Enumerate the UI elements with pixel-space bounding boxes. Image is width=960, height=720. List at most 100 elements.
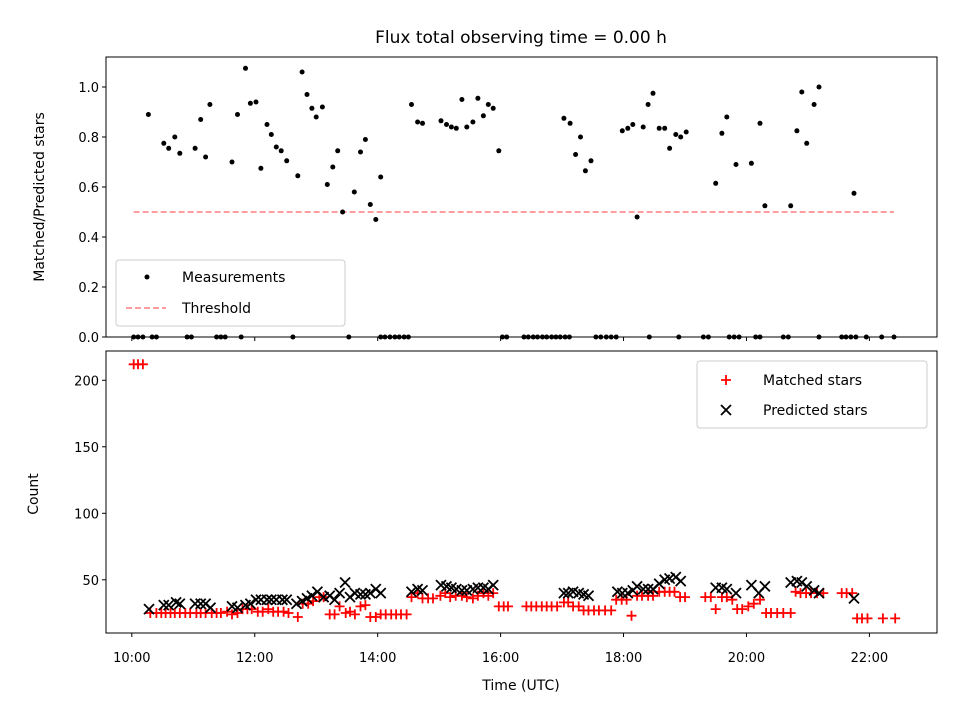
measurement-point bbox=[453, 125, 459, 131]
predicted-star-point bbox=[848, 592, 860, 605]
measurement-point bbox=[762, 203, 768, 209]
matched-star-point bbox=[680, 592, 690, 603]
threshold-legend-label: Threshold bbox=[181, 301, 251, 317]
predicted-star-point bbox=[456, 584, 468, 597]
count-y-tick-label: 150 bbox=[74, 441, 99, 456]
measurement-point bbox=[235, 112, 240, 117]
predicted-star-point bbox=[158, 599, 170, 611]
ratio-y-tick-label: 0.6 bbox=[78, 181, 99, 196]
ratio-plot-frame bbox=[105, 56, 938, 338]
measurement-point bbox=[313, 114, 319, 120]
measurement-point bbox=[319, 104, 325, 110]
measurement-point bbox=[309, 105, 315, 111]
ratio-y-ticks: 0.0 0.2 0.4 0.6 0.8 1.0 bbox=[78, 81, 106, 346]
measurement-point bbox=[145, 112, 151, 117]
matched-star-point bbox=[283, 608, 294, 618]
matched-stars-legend-label: Matched stars bbox=[763, 373, 862, 389]
measurement-point bbox=[415, 119, 421, 125]
measurement-point bbox=[757, 120, 763, 126]
count-marks bbox=[128, 359, 901, 624]
predicted-star-point bbox=[813, 587, 825, 599]
matched-star-point bbox=[626, 610, 637, 621]
measurement-point bbox=[683, 129, 689, 135]
matched-star-point bbox=[227, 609, 237, 620]
measurement-point bbox=[490, 105, 496, 111]
matched-star-point bbox=[456, 590, 467, 601]
measurement-point bbox=[420, 120, 425, 126]
matched-star-point bbox=[785, 608, 796, 618]
measurement-point bbox=[811, 102, 817, 107]
measurement-point bbox=[794, 128, 800, 134]
ratio-y-tick-label: 1.0 bbox=[78, 81, 99, 96]
measurement-point bbox=[340, 209, 346, 215]
matched-star-point bbox=[360, 600, 371, 611]
predicted-star-point bbox=[405, 586, 418, 598]
matched-star-point bbox=[669, 586, 680, 597]
measurement-point bbox=[198, 117, 204, 122]
ratio-legend: Measurements Threshold bbox=[115, 259, 346, 327]
count-legend-box bbox=[696, 360, 928, 429]
measurement-point bbox=[459, 97, 465, 102]
predicted-star-point bbox=[261, 594, 273, 606]
matched-star-point bbox=[349, 609, 360, 620]
measurement-point bbox=[619, 128, 625, 134]
measurement-point bbox=[470, 119, 476, 125]
measurement-point bbox=[264, 122, 270, 127]
matched-star-point bbox=[406, 592, 417, 603]
matched-star-point bbox=[257, 606, 268, 617]
measurement-point bbox=[362, 137, 368, 142]
measurements-legend-marker bbox=[144, 274, 150, 280]
matched-star-point bbox=[862, 613, 873, 624]
measurement-point bbox=[444, 122, 449, 127]
measurement-point bbox=[719, 130, 725, 136]
matched-star-point bbox=[401, 609, 412, 620]
predicted-star-point bbox=[195, 598, 207, 610]
predicted-star-point bbox=[143, 603, 155, 615]
ratio-y-tick-label: 0.4 bbox=[78, 231, 99, 246]
matched-star-point bbox=[340, 608, 351, 618]
measurement-point bbox=[804, 140, 810, 146]
matched-star-point bbox=[710, 604, 721, 615]
measurement-point bbox=[475, 95, 481, 101]
measurement-point bbox=[273, 144, 279, 150]
measurement-point bbox=[578, 134, 583, 140]
measurement-point bbox=[733, 162, 739, 167]
measurement-point bbox=[645, 102, 651, 107]
measurement-point bbox=[324, 182, 330, 187]
matched-star-point bbox=[721, 592, 732, 603]
predicted-star-point bbox=[244, 598, 257, 610]
matched-star-point bbox=[461, 592, 472, 603]
matched-star-point bbox=[890, 613, 901, 624]
measurement-point bbox=[561, 115, 567, 121]
matched-star-point bbox=[292, 612, 303, 622]
matched-star-point bbox=[748, 598, 759, 609]
measurement-point bbox=[351, 189, 357, 195]
measurement-point bbox=[367, 202, 373, 207]
measurement-point bbox=[567, 120, 573, 126]
measurement-point bbox=[630, 122, 636, 127]
ratio-y-tick-label: 0.8 bbox=[78, 131, 99, 146]
chart-title: Flux total observing time = 0.00 h bbox=[375, 28, 667, 48]
measurement-point bbox=[177, 150, 183, 156]
measurement-point bbox=[650, 90, 656, 96]
measurement-point bbox=[582, 168, 588, 174]
count-y-tick-label: 100 bbox=[74, 507, 99, 522]
predicted-star-point bbox=[582, 590, 595, 602]
measurement-point bbox=[799, 89, 805, 95]
matched-star-point bbox=[705, 592, 716, 603]
measurement-point bbox=[229, 159, 235, 165]
ratio-y-axis-label: Matched/Predicted stars bbox=[32, 112, 48, 282]
matched-star-point bbox=[877, 613, 888, 624]
ratio-x-ticks bbox=[131, 337, 870, 341]
measurement-point bbox=[258, 165, 264, 171]
measurement-point bbox=[172, 134, 178, 140]
predicted-star-point bbox=[333, 587, 346, 599]
predicted-star-point bbox=[653, 578, 665, 590]
measurement-point bbox=[667, 145, 673, 151]
measurement-point bbox=[192, 145, 198, 151]
measurement-point bbox=[243, 65, 248, 71]
ratio-y-tick-label: 0.2 bbox=[78, 281, 99, 296]
predicted-star-point bbox=[675, 575, 687, 587]
predicted-stars-legend-label: Predicted stars bbox=[763, 403, 868, 419]
